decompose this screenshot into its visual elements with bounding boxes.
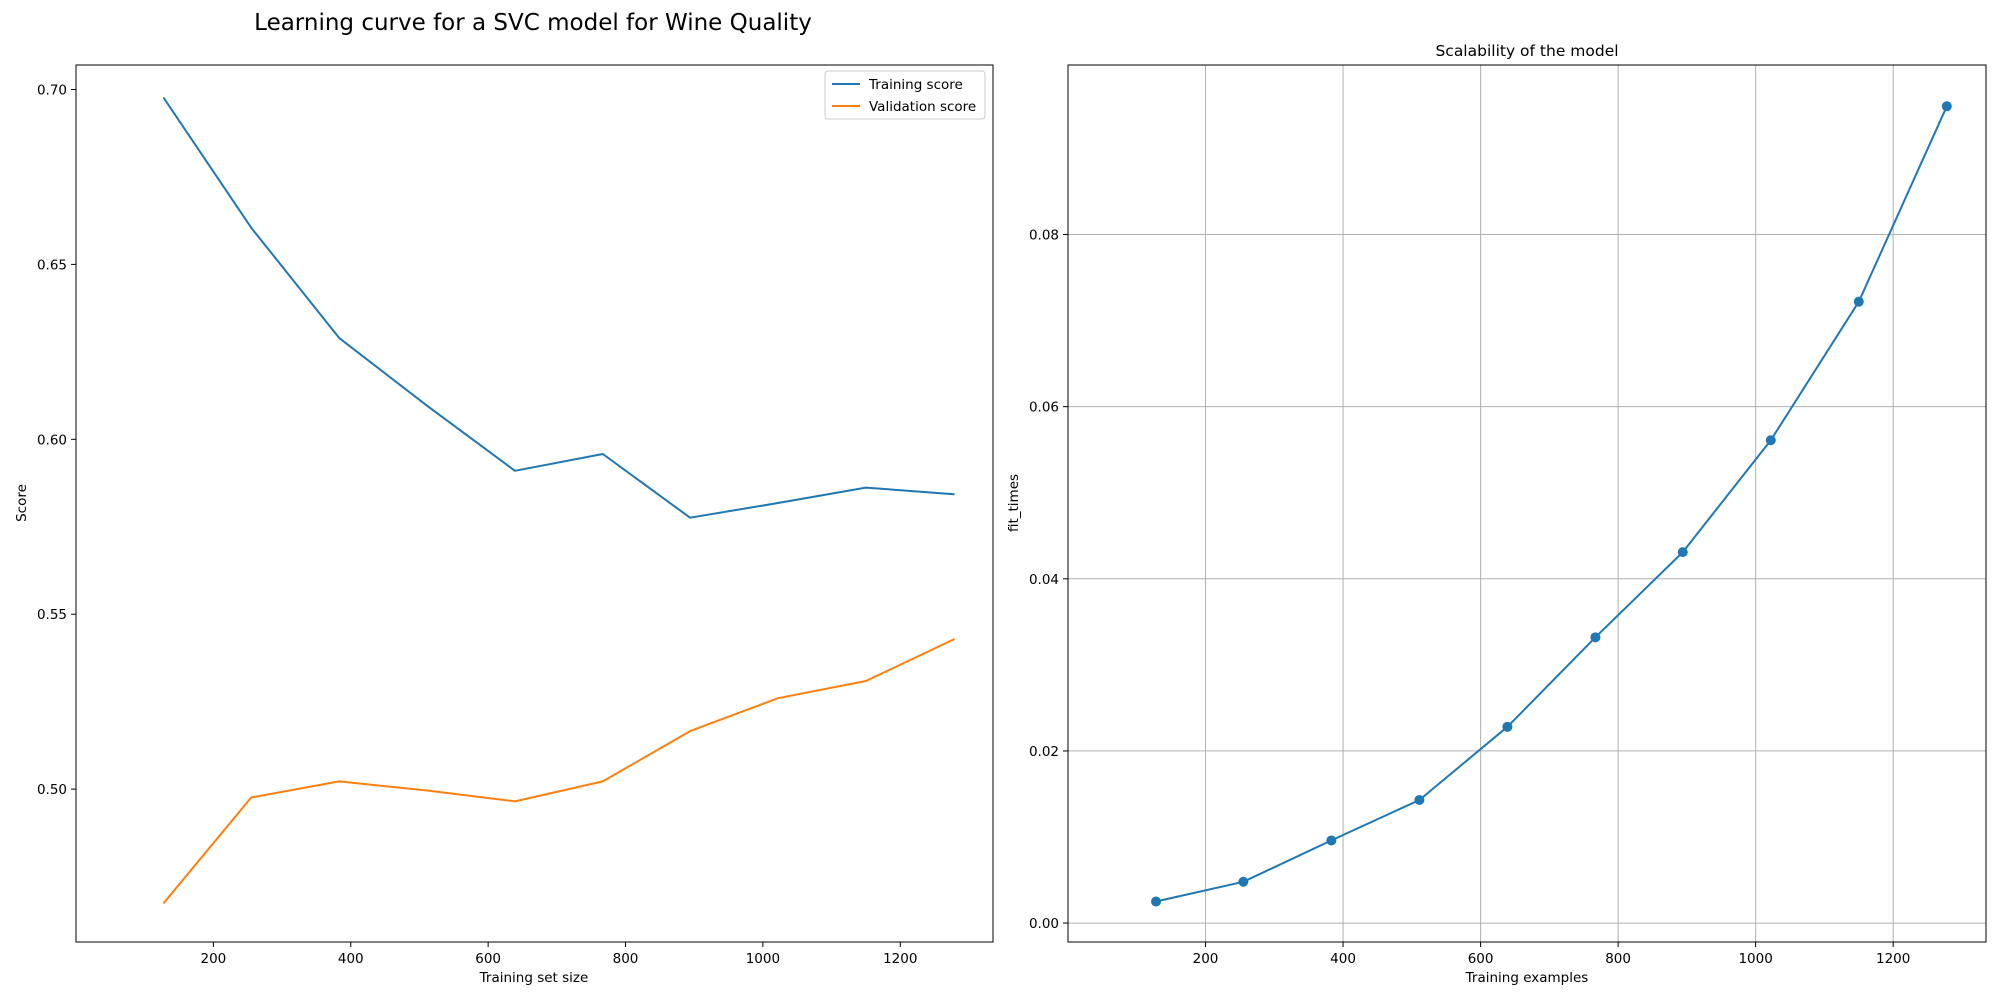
legend-label-training: Training score [868,77,963,93]
scalability-series-fit-times-line [1155,105,1948,903]
learning-curve-x-ticks: 200 400 600 800 1000 1200 [200,942,917,967]
scalability-x-tick-label: 200 [1193,951,1219,967]
scalability-y-ticks: 0.00 0.02 0.04 0.06 0.08 [1029,228,1068,932]
legend-label-validation: Validation score [869,99,976,115]
figure-suptitle: Learning curve for a SVC model for Wine … [254,10,812,36]
scalability-data-point [1590,632,1601,643]
learning-curve-x-tick-label: 200 [200,951,226,967]
learning-curve-series-validation-score-line [162,638,955,904]
scalability-x-tick-label: 1000 [1738,951,1772,967]
scalability-grid [1068,65,1986,942]
learning-curve-y-tick-label: 0.70 [37,82,67,98]
scalability-data-point [1238,876,1249,887]
learning-curve-x-tick-label: 1200 [883,951,917,967]
learning-curve-series-training-score-line [162,97,955,519]
scalability-x-tick-label: 1200 [1876,951,1910,967]
learning-curve-y-ticks: 0.50 0.55 0.60 0.65 0.70 [37,82,76,798]
scalability-x-tick-label: 400 [1330,951,1356,967]
scalability-x-tick-label: 800 [1605,951,1631,967]
scalability-y-tick-label: 0.02 [1029,744,1059,760]
scalability-title: Scalability of the model [1435,42,1618,60]
learning-curve-x-tick-label: 1000 [746,951,780,967]
learning-curve-x-tick-label: 600 [475,951,501,967]
learning-curve-series [162,97,955,904]
learning-curve-x-tick-label: 400 [338,951,364,967]
scalability-data-point [1941,101,1952,112]
scalability-frame [1067,64,1987,943]
scalability-y-tick-label: 0.04 [1029,572,1059,588]
scalability-data-point [1765,435,1776,446]
scalability-x-ticks: 200 400 600 800 1000 1200 [1193,942,1910,967]
learning-curve-y-tick-label: 0.65 [37,257,67,273]
learning-curve-y-tick-label: 0.60 [37,432,67,448]
learning-curve-plot: 200 400 600 800 1000 1200 0.50 0.55 0.60 0.65 0.7… [14,64,994,986]
scalability-data-point [1853,296,1864,307]
legend-box [824,70,986,120]
learning-curve-frame [75,64,994,943]
scalability-data-point [1326,835,1337,846]
scalability-y-tick-label: 0.06 [1029,400,1059,416]
learning-curve-y-axis-label: Score [14,484,30,522]
scalability-data-point [1677,547,1688,558]
scalability-x-tick-label: 600 [1468,951,1494,967]
scalability-y-tick-label: 0.08 [1029,228,1059,244]
learning-curve-x-axis-label: Training set size [479,970,589,986]
scalability-y-axis-label: fit_times [1006,474,1022,532]
learning-curve-y-tick-label: 0.50 [37,782,67,798]
scalability-plot: 200 400 600 800 1000 1200 0.000.020.040.060.0… [1006,42,1987,986]
learning-curve-y-tick-label: 0.55 [37,607,67,623]
learning-curve-legend: Training score Validation score [824,70,986,120]
scalability-series [1151,101,1952,907]
learning-curve-x-tick-label: 800 [613,951,639,967]
scalability-data-point [1502,721,1513,732]
scalability-x-axis-label: Training examples [1465,970,1589,986]
scalability-y-tick-label: 0.00 [1029,916,1059,932]
scalability-data-point [1414,794,1425,805]
scalability-data-point [1151,896,1162,907]
